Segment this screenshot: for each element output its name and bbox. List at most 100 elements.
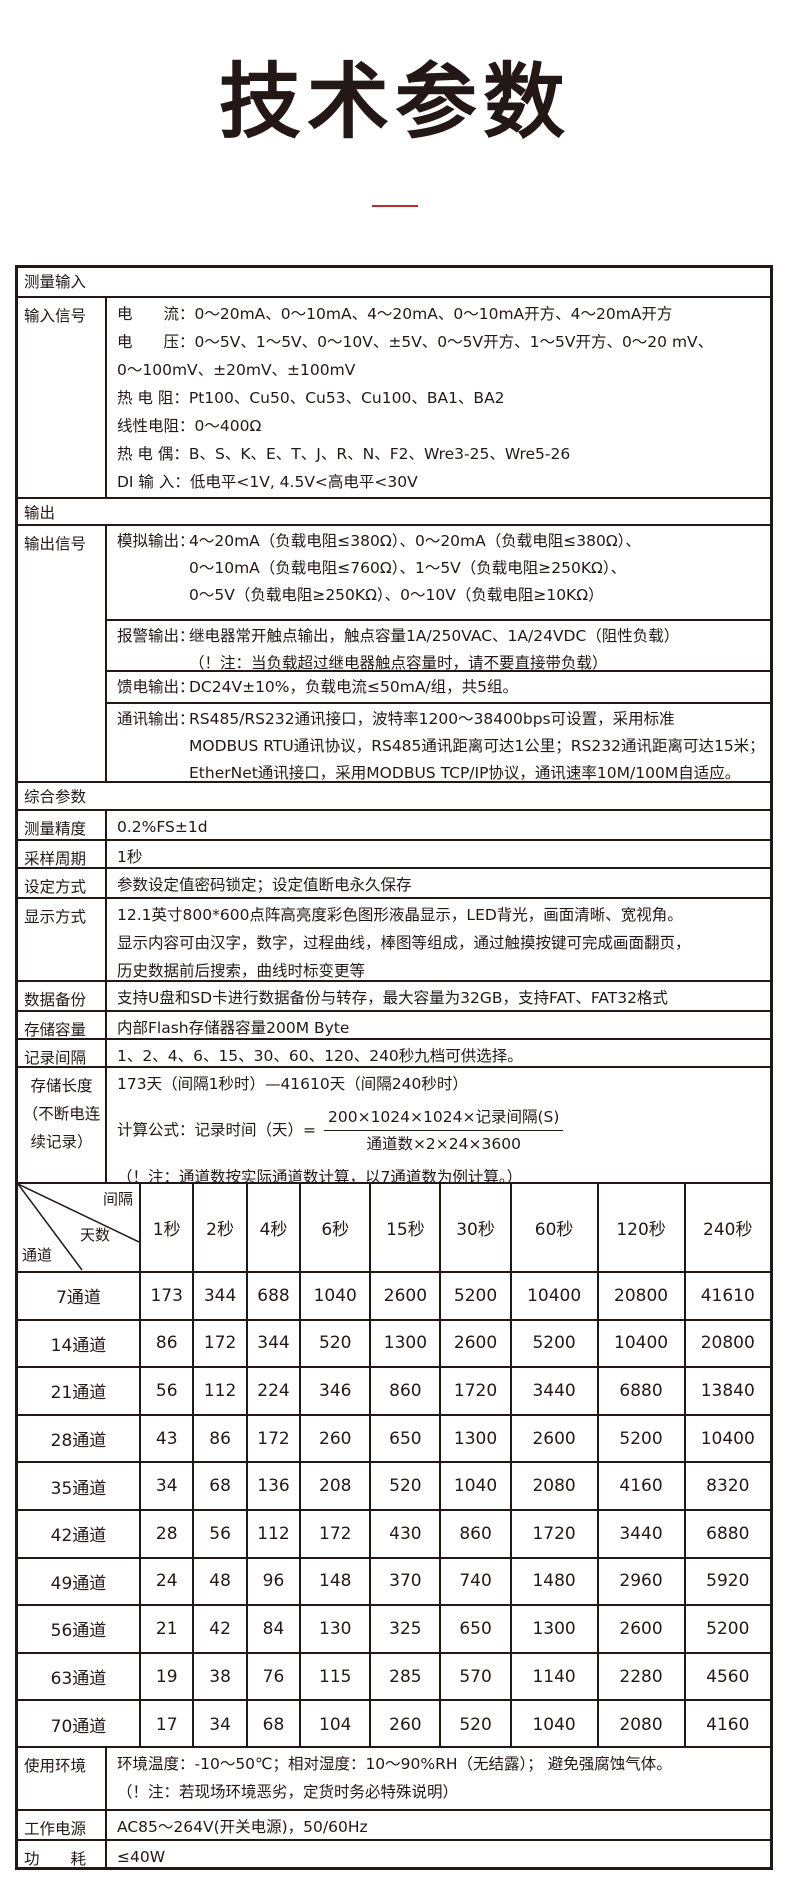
days-value: 2080 — [596, 1699, 686, 1748]
days-value: 19 — [138, 1651, 195, 1702]
interval-header: 4秒 — [245, 1184, 302, 1273]
days-value: 86 — [192, 1413, 248, 1464]
spec-row: 存储容量 内部Flash存储器容量200M Byte — [18, 1010, 770, 1039]
interval-header: 6秒 — [299, 1184, 372, 1273]
block-prefix: 通讯输出： — [117, 710, 195, 728]
days-value: 28 — [138, 1508, 195, 1559]
block-prefix: 模拟输出： — [117, 532, 195, 550]
days-value: 285 — [369, 1651, 442, 1702]
formula-prefix: 计算公式：记录时间（天）= — [117, 1121, 316, 1139]
row-label: 输出信号 — [18, 526, 107, 781]
days-value: 172 — [192, 1318, 248, 1369]
days-value: 112 — [192, 1366, 248, 1416]
interval-header: 1秒 — [138, 1184, 195, 1273]
row-content: 173天（间隔1秒时）—41610天（间隔240秒时） 计算公式：记录时间（天）=… — [107, 1068, 770, 1186]
channel-label: 70通道 — [18, 1699, 141, 1748]
spec-row: 输出信号 模拟输出： 4～20mA（负载电阻≤380Ω）、0～20mA（负载电阻≤3… — [18, 524, 770, 783]
line-text: （！注：当负载超过继电器触点容量时，请不要直接带负载） — [189, 654, 608, 672]
days-value: 570 — [439, 1651, 512, 1702]
row-content: 内部Flash存储器容量200M Byte — [107, 1012, 770, 1038]
spec-row: 工作电源 AC85～264V(开关电源)，50/60Hz — [18, 1809, 770, 1839]
row-label: 数据备份 — [18, 982, 107, 1010]
header-row: 间隔 天数 通道 1秒 2秒 4秒 6秒 15秒 30秒 60秒 120秒 240秒 — [18, 1184, 770, 1273]
content-line: MODBUS RTU通讯协议，RS485通讯距离可达1公里；RS232通讯距离可… — [117, 733, 770, 760]
row-content: AC85～264V(开关电源)，50/60Hz — [107, 1811, 770, 1839]
row-label: 功 耗 — [18, 1841, 107, 1868]
block-prefix: 报警输出： — [117, 627, 195, 645]
content-line: 线性电阻：0～400Ω — [117, 417, 262, 435]
days-value: 38 — [192, 1651, 248, 1702]
block-prefix — [117, 650, 189, 677]
days-value: 13840 — [683, 1366, 770, 1416]
days-value: 20800 — [683, 1318, 770, 1369]
corner-channel: 通道 — [22, 1246, 53, 1264]
days-value: 1300 — [439, 1413, 512, 1464]
content-line: 热 电 阻：Pt100、Cu50、Cu53、Cu100、BA1、BA2 — [117, 389, 505, 407]
days-value: 43 — [138, 1413, 195, 1464]
days-value: 112 — [245, 1508, 302, 1559]
days-value: 104 — [299, 1699, 372, 1748]
days-value: 1140 — [509, 1651, 599, 1702]
days-value: 6880 — [596, 1366, 686, 1416]
days-value: 2080 — [509, 1461, 599, 1511]
section-header: 综合参数 — [24, 788, 87, 806]
channel-label: 63通道 — [18, 1651, 141, 1702]
days-value: 1480 — [509, 1556, 599, 1607]
days-value: 34 — [192, 1699, 248, 1748]
content-line: 支持U盘和SD卡进行数据备份与转存，最大容量为32GB，支持FAT、FAT32格… — [117, 989, 668, 1007]
days-value: 344 — [245, 1318, 302, 1369]
retention-table: 间隔 天数 通道 1秒 2秒 4秒 6秒 15秒 30秒 60秒 120秒 240秒 7通道 173 344… — [18, 1184, 770, 1748]
content-line: 报警输出： 继电器常开触点输出，触点容量1A/250VAC、1A/24VDC（阻性… — [117, 623, 770, 650]
channel-label: 35通道 — [18, 1461, 141, 1511]
spec-row: 存储长度（不断电连续记录） 173天（间隔1秒时）—41610天（间隔240秒时）… — [18, 1066, 770, 1186]
days-value: 2280 — [596, 1651, 686, 1702]
days-value: 2960 — [596, 1556, 686, 1607]
days-value: 136 — [245, 1461, 302, 1511]
days-value: 260 — [299, 1413, 372, 1464]
days-value: 24 — [138, 1556, 195, 1607]
days-value: 68 — [192, 1461, 248, 1511]
days-value: 520 — [369, 1461, 442, 1511]
interval-header: 2秒 — [192, 1184, 248, 1273]
days-value: 5920 — [683, 1556, 770, 1607]
spec-row: 间隔 天数 通道 1秒 2秒 4秒 6秒 15秒 30秒 60秒 120秒 240秒 7通道 173 344… — [18, 1182, 770, 1748]
output-block: 通讯输出： RS485/RS232通讯接口，波特率1200～38400bps可设置… — [107, 702, 770, 783]
days-value: 1720 — [509, 1508, 599, 1559]
channel-label: 7通道 — [18, 1271, 141, 1321]
page-title: 技术参数 — [218, 55, 571, 150]
days-value: 5200 — [596, 1413, 686, 1464]
block-prefix — [117, 733, 189, 760]
days-value: 5200 — [439, 1271, 512, 1321]
line-text: 0～5V（负载电阻≥250KΩ）、0～10V（负载电阻≥10KΩ） — [189, 586, 604, 604]
days-value: 172 — [245, 1413, 302, 1464]
days-value: 1720 — [439, 1366, 512, 1416]
output-block: 模拟输出： 4～20mA（负载电阻≤380Ω）、0～20mA（负载电阻≤380Ω）… — [107, 526, 770, 619]
section-header: 测量输入 — [24, 273, 87, 291]
interval-header: 60秒 — [509, 1184, 599, 1273]
content-line: 馈电输出： DC24V±10%，负载电流≤50mA/组，共5组。 — [117, 674, 770, 701]
days-value: 17 — [138, 1699, 195, 1748]
days-value: 2600 — [509, 1413, 599, 1464]
days-value: 370 — [369, 1556, 442, 1607]
title-underline — [372, 205, 418, 207]
row-label: 工作电源 — [18, 1811, 107, 1839]
row-content: 支持U盘和SD卡进行数据备份与转存，最大容量为32GB，支持FAT、FAT32格… — [107, 982, 770, 1010]
corner-cell: 间隔 天数 通道 — [18, 1184, 141, 1273]
content-line: 电 压：0～5V、1～5V、0～10V、±5V、0～5V开方、1～5V开方、0～… — [117, 333, 714, 351]
content-line: DI 输 入：低电平<1V, 4.5V<高电平<30V — [117, 473, 418, 491]
days-value: 68 — [245, 1699, 302, 1748]
content-line: （！注：若现场环境恶劣，定货时务必特殊说明） — [117, 1783, 459, 1801]
days-value: 1040 — [439, 1461, 512, 1511]
content-line: 内部Flash存储器容量200M Byte — [117, 1019, 350, 1037]
content-line: 0～10mA（负载电阻≤760Ω）、1～5V（负载电阻≥250KΩ）、 — [117, 555, 770, 582]
days-value: 1040 — [299, 1271, 372, 1321]
interval-header: 15秒 — [369, 1184, 442, 1273]
spec-row: 测量输入 — [18, 268, 770, 296]
spec-row: 数据备份 支持U盘和SD卡进行数据备份与转存，最大容量为32GB，支持FAT、FA… — [18, 980, 770, 1010]
row-label: 测量精度 — [18, 811, 107, 839]
days-value: 1300 — [509, 1604, 599, 1654]
days-value: 3440 — [596, 1508, 686, 1559]
table-row: 21通道 56 112 224 346 860 1720 3440 6880 13840 — [18, 1366, 770, 1416]
days-value: 5200 — [683, 1604, 770, 1654]
channel-label: 14通道 — [18, 1318, 141, 1369]
